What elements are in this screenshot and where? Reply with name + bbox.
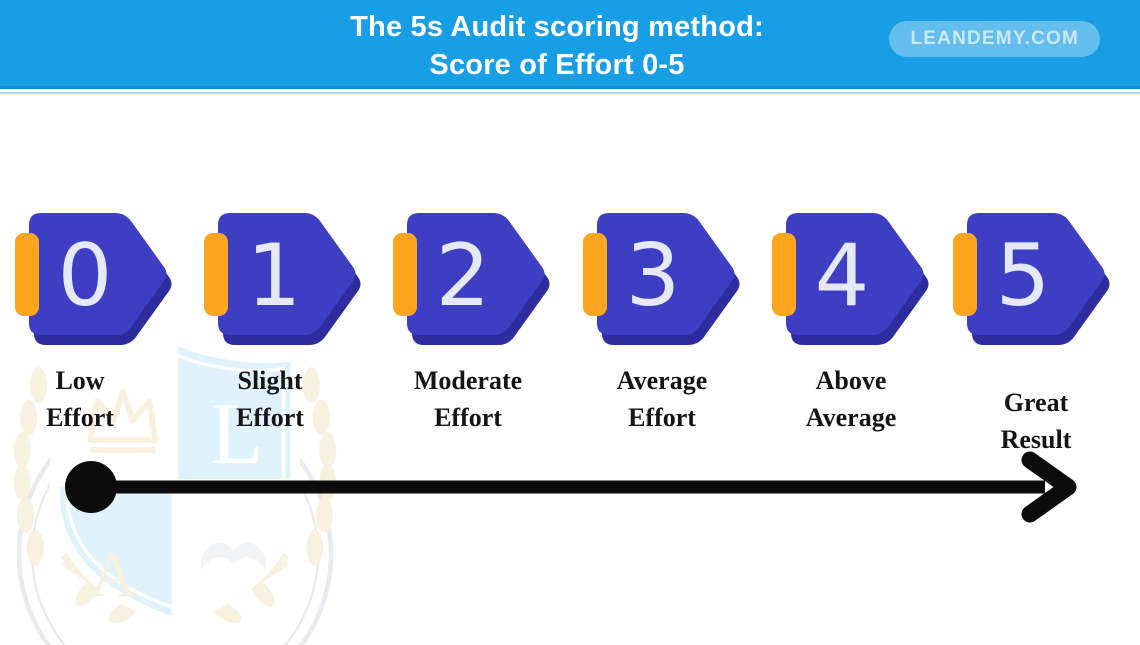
score-label-line1: Slight	[237, 366, 303, 395]
score-tag-1: 1	[204, 213, 366, 349]
score-number-2: 2	[436, 226, 491, 326]
score-tag-0: 0	[15, 213, 177, 349]
score-number-5: 5	[996, 226, 1051, 326]
score-label-line2: Average	[805, 403, 897, 432]
timeline-arrowhead-icon	[1021, 451, 1077, 523]
score-label-line1: Average	[616, 366, 708, 395]
website-badge: LEANDEMY.COM	[889, 21, 1100, 57]
score-tag-2: 2	[393, 213, 555, 349]
score-number-4: 4	[815, 226, 870, 326]
score-label-line2: Effort	[628, 403, 696, 432]
header-banner	[0, 0, 1140, 89]
score-label-2: Moderate Effort	[368, 362, 568, 436]
score-label-line1: Above	[815, 366, 887, 395]
page-title-line1: The 5s Audit scoring method:	[350, 11, 764, 43]
score-label-line2: Effort	[236, 403, 304, 432]
page-title: The 5s Audit scoring method: Score of Ef…	[200, 8, 914, 84]
score-label-0: Low Effort	[0, 362, 180, 436]
timeline-arrow	[65, 451, 1077, 523]
score-label-1: Slight Effort	[170, 362, 370, 436]
score-label-line2: Result	[1000, 425, 1072, 454]
score-label-line1: Moderate	[413, 366, 523, 395]
score-label-line1: Low	[55, 366, 105, 395]
score-tag-4: 4	[772, 213, 934, 349]
score-label-line2: Effort	[434, 403, 502, 432]
score-label-5: Great Result	[936, 384, 1136, 458]
score-tag-5: 5	[953, 213, 1115, 349]
score-number-0: 0	[58, 226, 113, 326]
score-label-3: Average Effort	[562, 362, 762, 436]
page-title-line2: Score of Effort 0-5	[429, 49, 685, 81]
score-tag-3: 3	[583, 213, 745, 349]
score-label-4: Above Average	[751, 362, 951, 436]
header-divider	[0, 92, 1140, 94]
score-number-3: 3	[626, 226, 681, 326]
score-label-line2: Effort	[46, 403, 114, 432]
score-number-1: 1	[247, 226, 302, 326]
score-label-line1: Great	[1003, 388, 1069, 417]
